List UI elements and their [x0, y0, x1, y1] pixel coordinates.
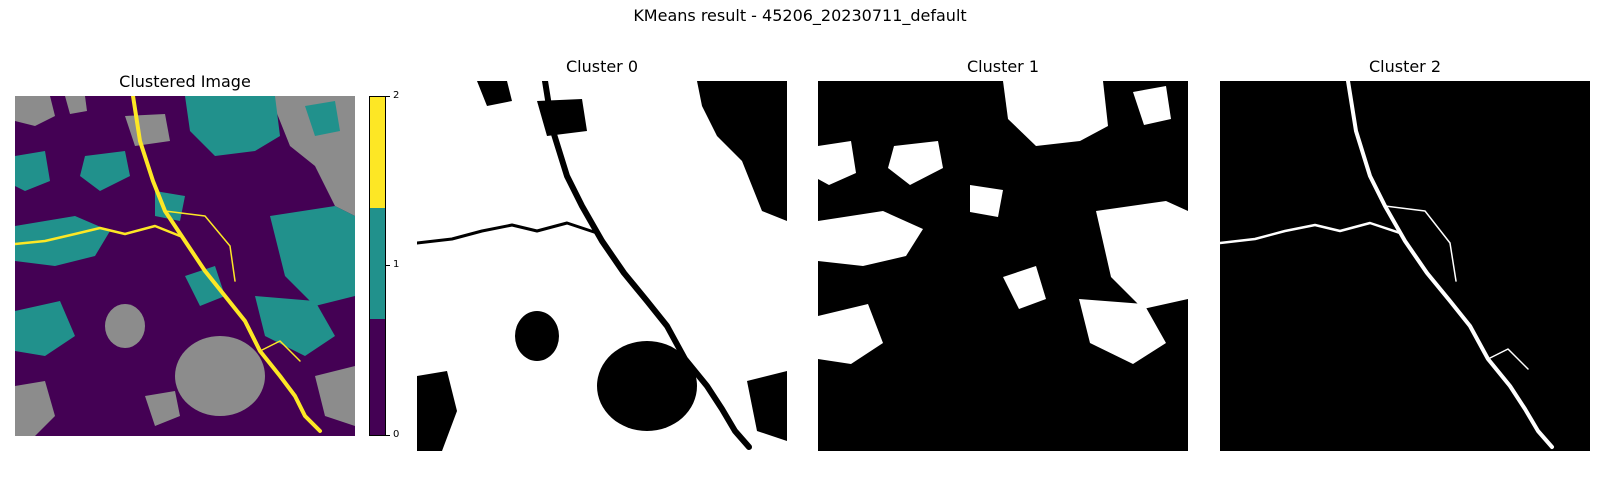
colorbar-tick-label-1: 1 [393, 259, 400, 270]
colorbar-segment-1 [370, 208, 385, 319]
colorbar-tick-2 [386, 96, 390, 97]
colorbar-tick-label-0: 0 [393, 429, 400, 440]
colorbar-tick-label-2: 2 [393, 90, 400, 101]
figure-title: KMeans result - 45206_20230711_default [633, 6, 967, 25]
colorbar-tick-1 [386, 265, 390, 266]
colorbar-segment-0 [370, 319, 385, 435]
clustered-image-title: Clustered Image [119, 72, 251, 91]
cluster-1-title: Cluster 1 [966, 57, 1040, 76]
cluster-2-mask [1220, 81, 1590, 451]
colorbar-segment-2 [370, 97, 385, 208]
cluster-0-mask [417, 81, 787, 451]
colorbar-tick-0 [386, 435, 390, 436]
cluster-1-mask [818, 81, 1188, 451]
cluster-2-title: Cluster 2 [1368, 57, 1442, 76]
clustered-image [15, 96, 355, 436]
cluster-0-title: Cluster 0 [565, 57, 639, 76]
colorbar [369, 96, 386, 436]
